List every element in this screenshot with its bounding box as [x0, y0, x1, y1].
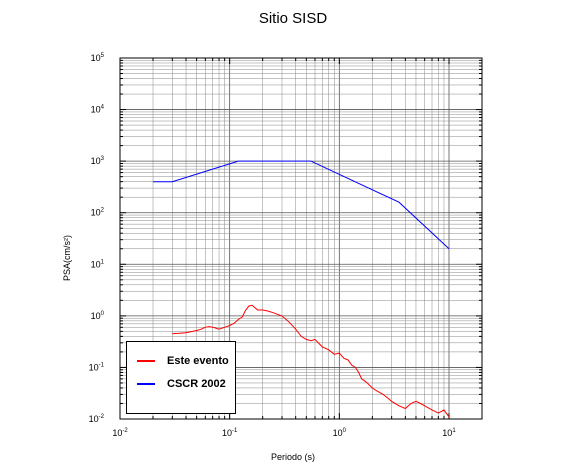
series-line-cscr-2002	[153, 160, 450, 250]
x-tick-label: 10-2	[112, 428, 128, 438]
legend-item-este-evento: Este evento	[137, 354, 229, 368]
y-axis-label: PSA(cm/s²)	[62, 235, 72, 281]
x-tick-label: 100	[333, 428, 347, 438]
series-layer	[153, 160, 450, 418]
legend-swatch-red	[137, 360, 155, 362]
legend-label-este-evento: Este evento	[167, 355, 229, 367]
axis-ticks: 10-2 10-1 100 101 10-2 10-1 100 101 102 103 104 105	[89, 53, 483, 438]
x-tick-label: 101	[442, 428, 456, 438]
x-axis-label: Periodo (s)	[270, 452, 315, 462]
series-line-este-evento	[172, 304, 450, 418]
legend-swatch-blue	[137, 383, 155, 385]
y-tick-label: 100	[91, 311, 105, 321]
x-tick-label: 10-1	[222, 428, 238, 438]
y-tick-label: 103	[91, 156, 105, 166]
plot-frame	[119, 57, 483, 420]
y-tick-label: 105	[91, 53, 105, 63]
y-tick-label: 102	[91, 208, 105, 218]
y-tick-label: 104	[91, 105, 105, 115]
legend-item-cscr-2002: CSCR 2002	[137, 377, 226, 391]
y-tick-label: 101	[91, 259, 105, 269]
y-tick-label: 10-2	[89, 414, 105, 424]
y-tick-label: 10-1	[89, 362, 105, 372]
chart-title: Sitio SISD	[258, 10, 328, 27]
legend-label-cscr-2002: CSCR 2002	[167, 378, 226, 390]
legend: Este evento CSCR 2002	[126, 341, 236, 414]
